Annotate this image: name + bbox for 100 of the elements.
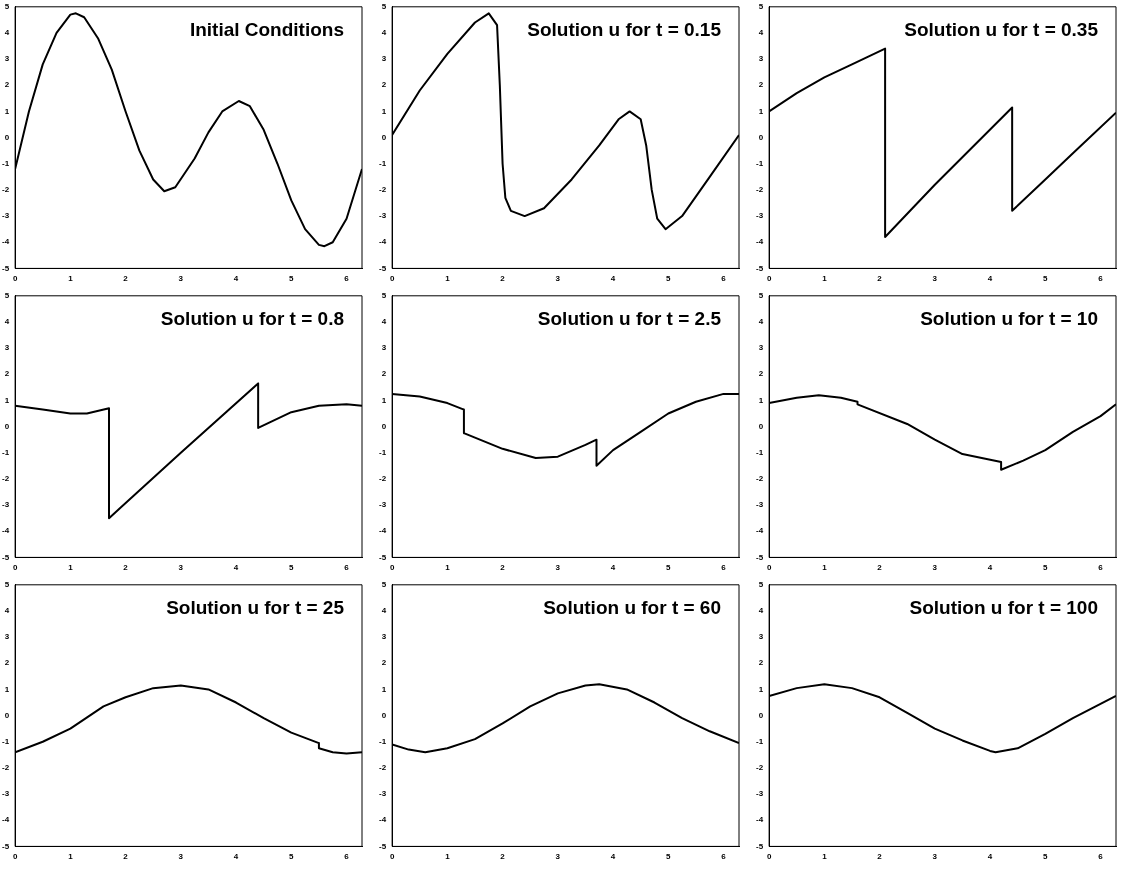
y-tick-label: 4 xyxy=(4,606,10,616)
x-tick-label: 0 xyxy=(12,274,18,284)
x-tick-label: 1 xyxy=(68,852,74,862)
y-tick-label: -3 xyxy=(755,500,764,510)
y-tick-label: 3 xyxy=(758,343,764,353)
y-tick-label: 0 xyxy=(381,710,387,720)
x-tick-label: 1 xyxy=(445,563,451,573)
y-tick-label: 3 xyxy=(381,343,387,353)
y-tick-label: 5 xyxy=(4,291,10,300)
x-tick-label: 2 xyxy=(500,274,506,284)
x-tick-label: 4 xyxy=(987,563,993,573)
y-tick-label: -5 xyxy=(755,552,764,562)
x-tick-label: 3 xyxy=(555,274,561,284)
y-tick-label: 1 xyxy=(4,106,10,116)
y-tick-label: 2 xyxy=(381,80,387,90)
y-tick-label: -3 xyxy=(378,500,387,510)
x-tick-label: 0 xyxy=(766,852,772,862)
y-tick-label: 5 xyxy=(381,2,387,11)
x-tick-label: 6 xyxy=(1098,852,1104,862)
x-tick-label: 1 xyxy=(822,852,828,862)
y-tick-label: -3 xyxy=(755,789,764,799)
x-tick-label: 1 xyxy=(822,563,828,573)
y-tick-label: 3 xyxy=(4,54,10,64)
y-tick-label: 5 xyxy=(381,291,387,300)
text: Solution u for t = 100 xyxy=(909,596,1098,618)
y-tick-label: 1 xyxy=(758,106,764,116)
x-tick-label: 0 xyxy=(766,563,772,573)
x-tick-label: 3 xyxy=(178,274,184,284)
y-tick-label: 3 xyxy=(4,343,10,353)
x-tick-label: 6 xyxy=(721,563,727,573)
y-tick-label: -1 xyxy=(1,736,10,746)
y-tick-label: 5 xyxy=(758,580,764,589)
x-tick-label: 0 xyxy=(12,852,18,862)
text: Solution u for t = 25 xyxy=(166,596,345,618)
y-tick-label: -5 xyxy=(755,841,764,851)
x-tick-label: 2 xyxy=(123,274,129,284)
y-tick-label: 4 xyxy=(381,317,387,327)
x-tick-label: 1 xyxy=(445,852,451,862)
x-tick-label: 5 xyxy=(666,852,672,862)
y-tick-label: 3 xyxy=(758,632,764,642)
y-tick-label: 5 xyxy=(381,580,387,589)
x-tick-label: 5 xyxy=(289,563,295,573)
y-tick-label: 2 xyxy=(381,369,387,379)
x-tick-label: 2 xyxy=(123,563,129,573)
y-tick-label: -2 xyxy=(378,474,387,484)
y-tick-label: 1 xyxy=(381,395,387,405)
y-tick-label: 4 xyxy=(4,317,10,327)
y-tick-label: 2 xyxy=(758,80,764,90)
y-tick-label: -2 xyxy=(755,763,764,773)
y-tick-label: -2 xyxy=(1,185,10,195)
y-tick-label: 5 xyxy=(758,291,764,300)
y-tick-label: -4 xyxy=(755,526,764,536)
x-tick-label: 1 xyxy=(68,563,74,573)
x-tick-label: 0 xyxy=(389,563,395,573)
y-tick-label: -5 xyxy=(755,263,764,273)
y-tick-label: 3 xyxy=(758,54,764,64)
y-tick-label: -2 xyxy=(378,185,387,195)
x-tick-label: 4 xyxy=(987,274,993,284)
x-tick-label: 4 xyxy=(233,563,239,573)
x-tick-label: 5 xyxy=(666,274,672,284)
x-tick-label: 3 xyxy=(932,563,938,573)
y-tick-label: 3 xyxy=(4,632,10,642)
x-tick-label: 6 xyxy=(344,274,350,284)
x-tick-label: 6 xyxy=(344,852,350,862)
y-tick-label: 2 xyxy=(381,658,387,668)
x-tick-label: 3 xyxy=(178,563,184,573)
y-tick-label: 4 xyxy=(758,606,764,616)
y-tick-label: -1 xyxy=(1,447,10,457)
y-tick-label: 2 xyxy=(758,369,764,379)
x-tick-label: 3 xyxy=(555,563,561,573)
y-tick-label: 0 xyxy=(4,132,10,142)
y-tick-label: -1 xyxy=(755,158,764,168)
x-tick-label: 5 xyxy=(1043,563,1049,573)
y-tick-label: 4 xyxy=(381,606,387,616)
x-tick-label: 2 xyxy=(500,852,506,862)
x-tick-label: 4 xyxy=(233,852,239,862)
x-tick-label: 5 xyxy=(1043,852,1049,862)
text: Solution u for t = 2.5 xyxy=(537,307,722,329)
y-tick-label: 2 xyxy=(4,658,10,668)
x-tick-label: 4 xyxy=(610,563,616,573)
x-tick-label: 2 xyxy=(500,563,506,573)
y-tick-label: 4 xyxy=(758,28,764,38)
x-tick-label: 0 xyxy=(766,274,772,284)
y-tick-label: -1 xyxy=(378,158,387,168)
x-tick-label: 2 xyxy=(877,852,883,862)
y-tick-label: -1 xyxy=(378,736,387,746)
y-tick-label: 5 xyxy=(4,2,10,11)
y-tick-label: -2 xyxy=(755,474,764,484)
y-tick-label: -5 xyxy=(1,263,10,273)
text: Solution u for t = 0.15 xyxy=(527,18,722,40)
y-tick-label: 0 xyxy=(381,132,387,142)
y-tick-label: 3 xyxy=(381,632,387,642)
y-tick-label: -3 xyxy=(1,211,10,221)
text: Solution u for t = 0.8 xyxy=(160,307,344,329)
y-tick-label: -4 xyxy=(378,815,387,825)
y-tick-label: 0 xyxy=(758,421,764,431)
x-tick-label: 0 xyxy=(389,274,395,284)
y-tick-label: -5 xyxy=(1,552,10,562)
text: Solution u for t = 10 xyxy=(920,307,1098,329)
x-tick-label: 1 xyxy=(822,274,828,284)
